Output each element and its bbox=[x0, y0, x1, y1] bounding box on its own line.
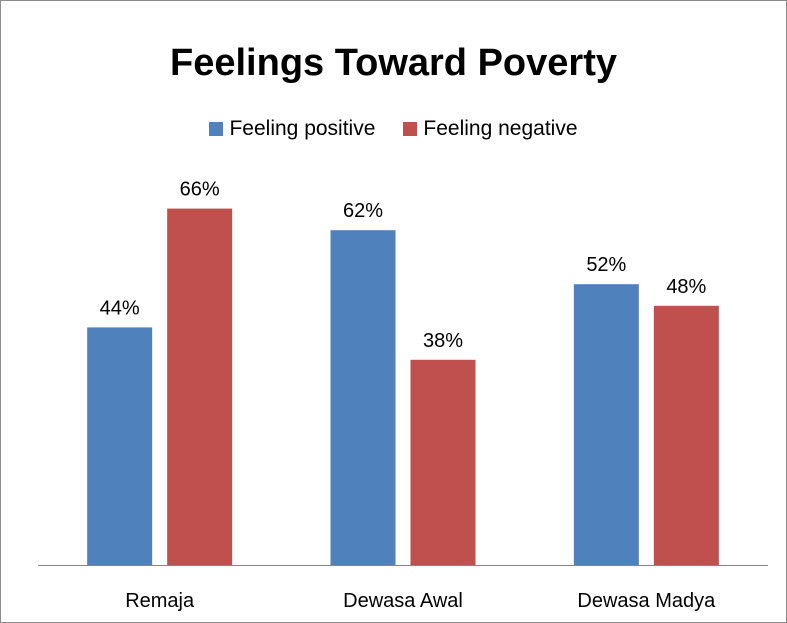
category-label-2: Dewasa Madya bbox=[577, 590, 716, 612]
bar-positive-2 bbox=[574, 284, 639, 565]
data-label-negative-1: 38% bbox=[423, 330, 463, 352]
bar-negative-0 bbox=[167, 209, 232, 565]
bar-positive-0 bbox=[87, 327, 152, 565]
category-label-1: Dewasa Awal bbox=[343, 590, 463, 612]
category-labels-group: Remaja Dewasa Awal Dewasa Madya bbox=[125, 590, 716, 612]
bar-negative-1 bbox=[411, 360, 476, 565]
data-label-negative-2: 48% bbox=[666, 276, 706, 298]
category-label-0: Remaja bbox=[125, 590, 195, 612]
data-label-positive-2: 52% bbox=[586, 254, 626, 276]
data-label-positive-1: 62% bbox=[343, 200, 383, 222]
data-label-positive-0: 44% bbox=[100, 297, 140, 319]
bar-positive-1 bbox=[331, 230, 396, 565]
data-label-negative-0: 66% bbox=[180, 179, 220, 201]
bar-negative-2 bbox=[654, 306, 719, 565]
